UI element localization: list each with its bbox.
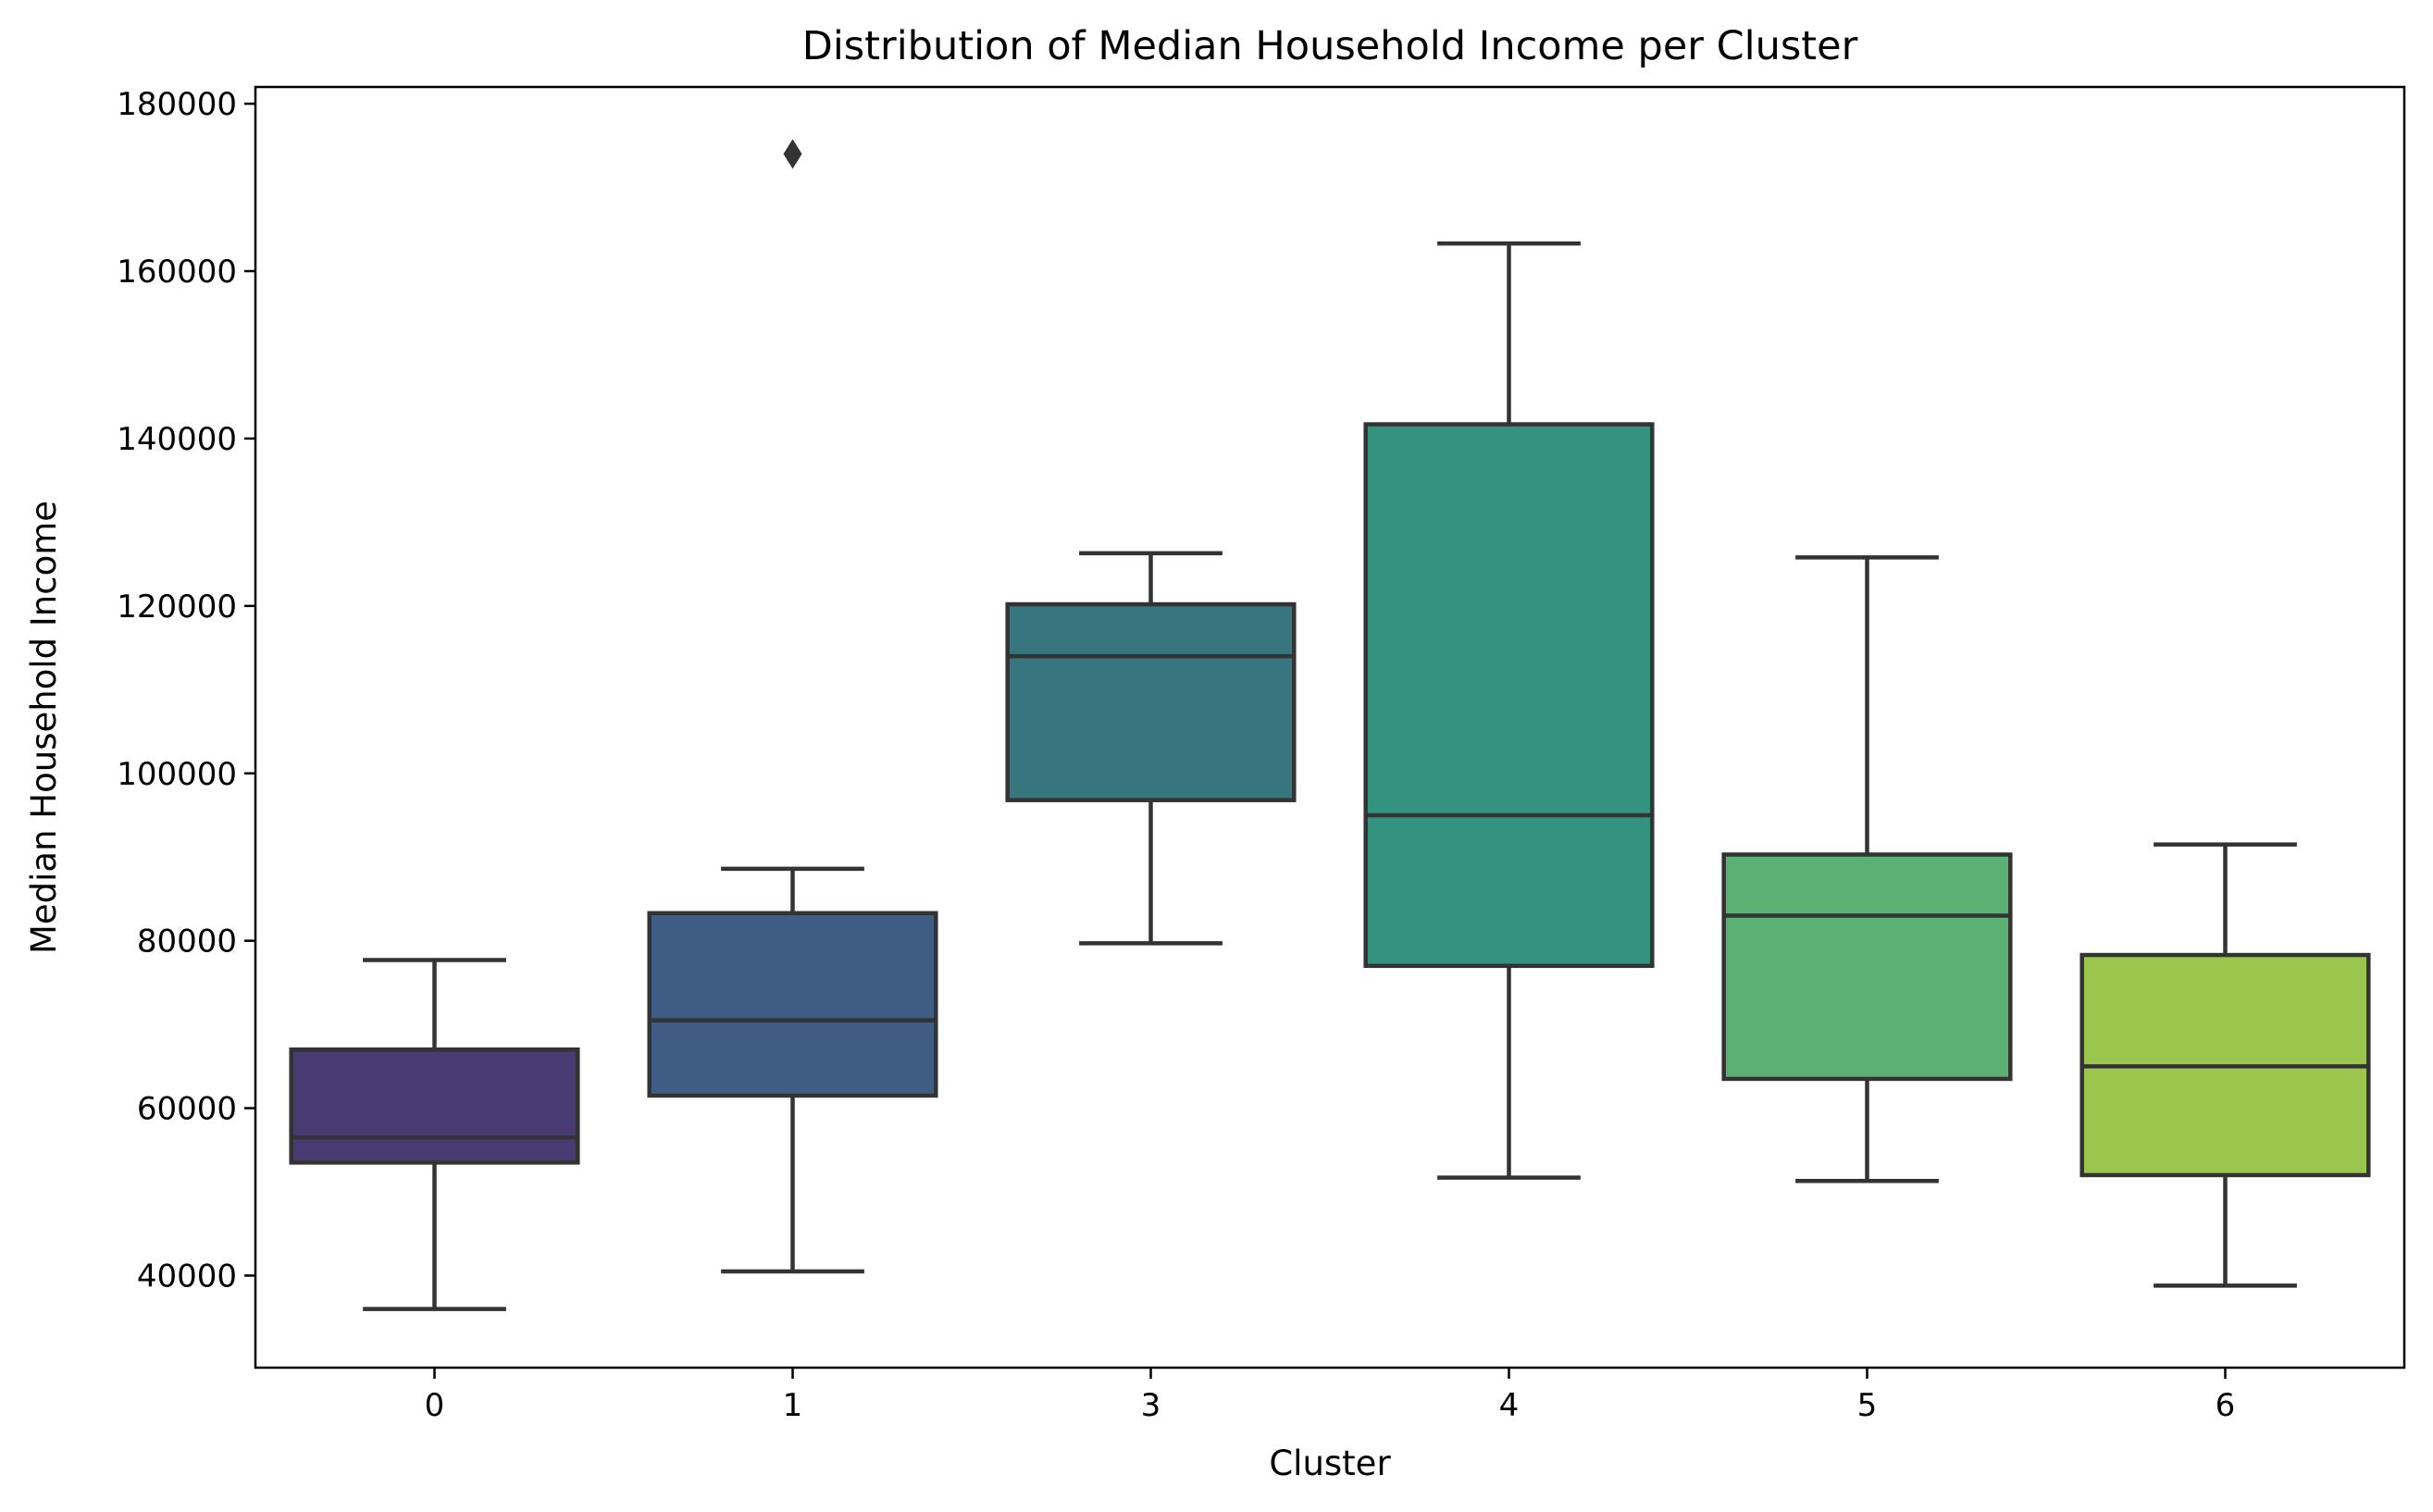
box-iqr [1721, 852, 2013, 1082]
y-tick-label: 80000 [137, 923, 237, 960]
box-group-cluster-6 [2079, 842, 2371, 1288]
y-axis-label: Median Household Income [24, 501, 64, 954]
x-axis: 0 1 3 4 5 6 [425, 1368, 2236, 1424]
box-group-cluster-1 [647, 139, 938, 1274]
box-group-cluster-3 [1005, 551, 1297, 946]
box-iqr [647, 911, 938, 1098]
y-tick-label: 40000 [137, 1258, 237, 1295]
box-group-cluster-5 [1721, 555, 2013, 1184]
x-tick-label: 5 [1857, 1387, 1878, 1424]
x-tick-label: 0 [425, 1387, 445, 1424]
x-tick-label: 3 [1141, 1387, 1161, 1424]
plot-frame [254, 85, 2406, 1369]
box-group-cluster-0 [289, 958, 580, 1311]
y-tick-label: 160000 [117, 254, 237, 291]
box-iqr [1363, 422, 1655, 969]
y-tick-label: 180000 [117, 86, 237, 123]
box-group-cluster-4 [1363, 241, 1655, 1180]
y-tick-label: 60000 [137, 1091, 237, 1128]
plot-area [289, 139, 2371, 1311]
x-tick-label: 6 [2216, 1387, 2236, 1424]
x-axis-label: Cluster [1269, 1444, 1391, 1483]
y-tick-label: 140000 [117, 421, 237, 458]
outlier-marker [783, 139, 802, 169]
y-tick-label: 120000 [117, 589, 237, 626]
box-iqr [1005, 601, 1297, 802]
box-iqr [289, 1047, 580, 1165]
y-axis: 40000 60000 80000 100000 120000 140000 160000 1… [117, 86, 255, 1295]
y-tick-label: 100000 [117, 756, 237, 793]
x-tick-label: 1 [783, 1387, 803, 1424]
x-tick-label: 4 [1499, 1387, 1520, 1424]
chart-title: Distribution of Median Household Income … [802, 23, 1858, 69]
